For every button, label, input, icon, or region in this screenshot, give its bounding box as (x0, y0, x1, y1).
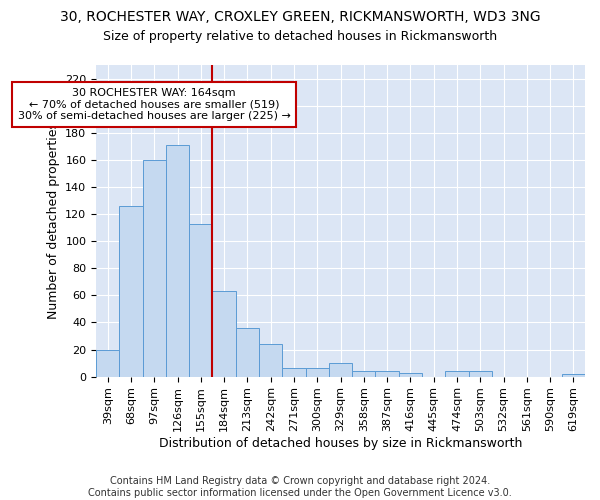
Y-axis label: Number of detached properties: Number of detached properties (47, 122, 59, 320)
Bar (189, 224, 212, 376)
Bar (119, 206, 143, 376)
Bar (96, 350, 119, 376)
Text: 30 ROCHESTER WAY: 164sqm
← 70% of detached houses are smaller (519)
30% of semi-: 30 ROCHESTER WAY: 164sqm ← 70% of detach… (18, 88, 291, 121)
Bar (352, 371, 376, 376)
Text: Contains HM Land Registry data © Crown copyright and database right 2024.
Contai: Contains HM Land Registry data © Crown c… (88, 476, 512, 498)
Bar (562, 374, 585, 376)
Bar (305, 368, 329, 376)
Bar (259, 344, 283, 376)
Bar (399, 372, 422, 376)
Bar (445, 371, 469, 376)
X-axis label: Distribution of detached houses by size in Rickmansworth: Distribution of detached houses by size … (159, 437, 522, 450)
Bar (212, 291, 236, 376)
Bar (283, 368, 305, 376)
Text: Size of property relative to detached houses in Rickmansworth: Size of property relative to detached ho… (103, 30, 497, 43)
Bar (166, 145, 189, 376)
Bar (236, 328, 259, 376)
Bar (469, 371, 492, 376)
Bar (143, 160, 166, 376)
Text: 30, ROCHESTER WAY, CROXLEY GREEN, RICKMANSWORTH, WD3 3NG: 30, ROCHESTER WAY, CROXLEY GREEN, RICKMA… (59, 10, 541, 24)
Bar (376, 371, 399, 376)
Bar (329, 363, 352, 376)
